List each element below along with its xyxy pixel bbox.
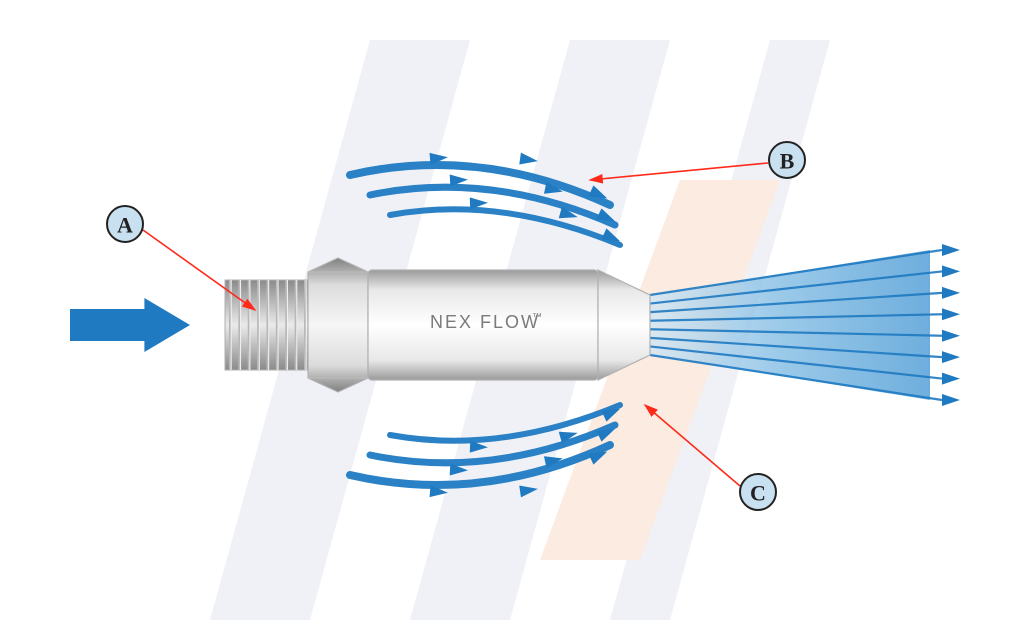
label-text-A: A xyxy=(117,213,133,238)
brand-trademark: ™ xyxy=(532,312,542,323)
label-text-C: C xyxy=(750,481,766,506)
brand-label: NEX FLOW xyxy=(430,312,540,332)
label-text-B: B xyxy=(780,149,795,174)
inlet-arrow xyxy=(70,298,190,352)
diagram-stage: { "canvas": { "width": 1018, "height": 6… xyxy=(0,0,1018,643)
diagram-svg: NEX FLOW ™ A B C xyxy=(0,0,1018,643)
